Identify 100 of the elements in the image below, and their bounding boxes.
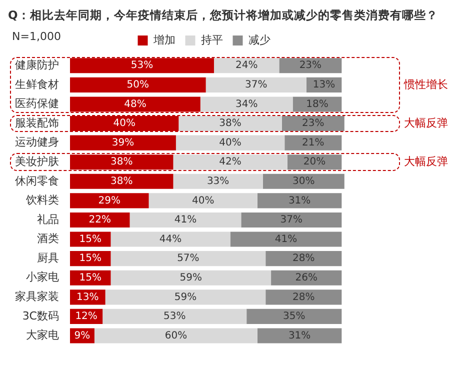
data-label: 23%	[299, 60, 322, 72]
data-label: 53%	[163, 311, 186, 322]
text: 大幅反弹	[404, 154, 448, 168]
bar	[241, 212, 342, 228]
y-tick-label: 饮料类	[25, 194, 59, 207]
data-label: 31%	[288, 330, 311, 342]
y-tick-label: 医药保健	[15, 97, 59, 110]
y-tick-label: 小家电	[26, 270, 59, 284]
data-label: 40%	[219, 137, 242, 148]
data-label: 15%	[79, 272, 102, 284]
bar	[94, 328, 258, 344]
data-label: 12%	[75, 311, 98, 322]
data-label: 22%	[88, 214, 111, 226]
bar	[178, 116, 282, 132]
bar	[110, 270, 272, 286]
bar	[214, 58, 280, 74]
bar	[70, 116, 179, 132]
bar	[246, 308, 342, 324]
bar	[148, 193, 258, 208]
y-tick-label: 家具家装	[15, 290, 59, 304]
data-label: 30%	[292, 176, 315, 187]
data-label: 15%	[79, 253, 102, 264]
data-label: 21%	[302, 137, 324, 148]
bar	[206, 77, 306, 92]
data-label: 59%	[180, 272, 202, 284]
y-tick-label: 礼品	[37, 212, 59, 226]
bar	[110, 251, 266, 266]
legend-label: 增加	[152, 33, 176, 46]
data-label: 29%	[98, 195, 121, 206]
bar	[262, 174, 344, 189]
bar	[70, 135, 176, 150]
bar	[130, 212, 242, 228]
bar	[70, 96, 200, 112]
bar	[279, 58, 342, 74]
data-label: 53%	[130, 60, 154, 72]
data-label: 15%	[79, 234, 102, 245]
data-label: 20%	[303, 156, 326, 168]
y-tick-label: 大家电	[26, 328, 59, 342]
y-tick-label: 酒类	[37, 232, 59, 246]
y-tick-label: 休闲零食	[15, 174, 59, 188]
bar	[70, 193, 149, 208]
data-label: 28%	[292, 253, 315, 264]
bar	[105, 290, 266, 305]
data-label: 39%	[112, 137, 134, 148]
data-label: 9%	[74, 330, 90, 342]
text: 大幅反弹	[404, 116, 448, 130]
text: 惯性增长	[403, 78, 448, 91]
bar	[282, 116, 344, 132]
data-label: 60%	[164, 330, 188, 342]
y-tick-label: 生鲜食材	[15, 78, 59, 91]
y-tick-label: 美妆护肤	[15, 154, 59, 168]
bar	[230, 232, 342, 247]
data-label: 41%	[174, 214, 197, 226]
data-label: 40%	[192, 195, 214, 206]
bar	[284, 135, 342, 150]
data-label: 38%	[110, 156, 133, 168]
bar	[257, 193, 342, 208]
data-label: 23%	[302, 118, 324, 130]
bar	[70, 77, 206, 92]
data-label: 48%	[124, 98, 146, 110]
bar	[173, 174, 263, 189]
bar	[70, 58, 214, 74]
text: N=1,000	[12, 30, 61, 43]
data-label: 26%	[295, 272, 318, 284]
bar	[70, 154, 174, 170]
bar	[266, 251, 342, 266]
bar	[102, 308, 247, 324]
legend-label: 持平	[200, 33, 223, 46]
bar	[176, 135, 285, 150]
bar	[70, 212, 130, 228]
data-label: 42%	[219, 156, 242, 168]
legend-label: 减少	[248, 33, 270, 46]
data-label: 35%	[283, 311, 306, 322]
data-label: 31%	[288, 195, 311, 206]
data-label: 38%	[219, 118, 242, 130]
data-label: 34%	[235, 98, 258, 110]
y-tick-label: 厨具	[37, 251, 59, 264]
bar	[200, 96, 293, 112]
data-label: 24%	[235, 60, 258, 72]
y-tick-label: 服装配饰	[15, 116, 59, 130]
data-label: 44%	[159, 234, 182, 245]
data-label: 50%	[126, 80, 150, 91]
data-label: 37%	[244, 80, 268, 91]
bar	[266, 290, 342, 305]
bar	[110, 232, 230, 247]
bar	[271, 270, 342, 286]
data-label: 37%	[280, 214, 303, 226]
data-label: 38%	[110, 176, 133, 187]
y-tick-label: 健康防护	[15, 58, 59, 72]
bar	[257, 328, 342, 344]
data-label: 28%	[292, 292, 315, 303]
data-label: 13%	[312, 80, 336, 91]
data-label: 33%	[206, 176, 230, 187]
data-label: 41%	[274, 234, 298, 245]
data-label: 13%	[76, 292, 99, 303]
y-tick-label: 运动健身	[15, 136, 59, 149]
bar	[173, 154, 288, 170]
y-tick-label: 3C数码	[22, 309, 59, 322]
bar	[70, 174, 174, 189]
data-label: 18%	[306, 98, 328, 110]
